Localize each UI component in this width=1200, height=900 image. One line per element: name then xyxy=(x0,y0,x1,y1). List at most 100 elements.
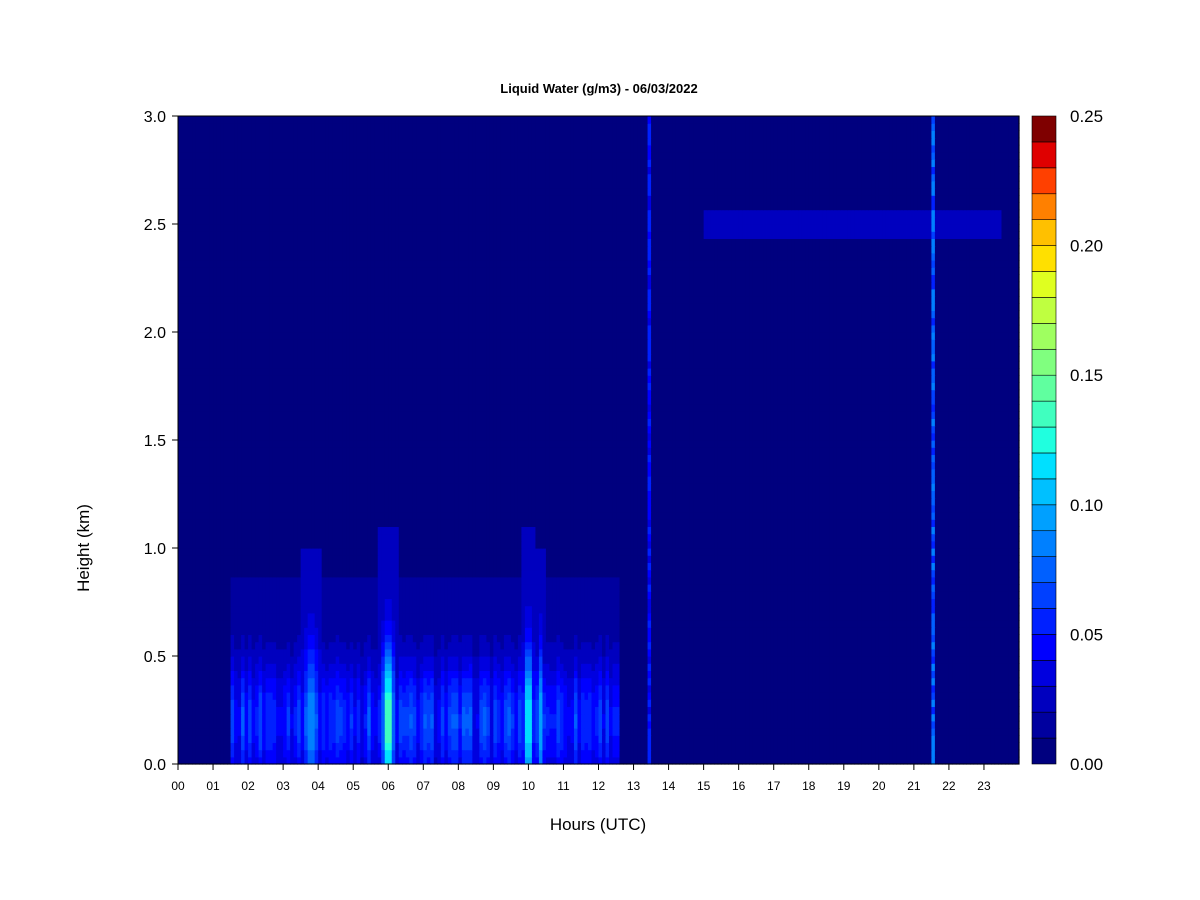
heatmap-cell xyxy=(651,627,655,635)
heatmap-cell xyxy=(826,649,830,657)
heatmap-cell xyxy=(350,663,354,671)
heatmap-cell xyxy=(819,678,823,686)
heatmap-cell xyxy=(686,642,690,650)
heatmap-cell xyxy=(753,728,757,736)
heatmap-cell xyxy=(882,699,886,707)
heatmap-cell xyxy=(185,699,189,707)
heatmap-cell xyxy=(896,735,900,743)
heatmap-cell xyxy=(655,721,659,729)
heatmap-cell xyxy=(514,670,518,678)
heatmap-cell xyxy=(378,742,382,750)
heatmap-cell xyxy=(595,742,599,750)
heatmap-cell xyxy=(704,685,708,693)
heatmap-cell xyxy=(539,656,543,664)
heatmap-cell xyxy=(763,634,767,642)
heatmap-cell xyxy=(392,656,396,664)
heatmap-cell xyxy=(336,678,340,686)
heatmap-cell xyxy=(413,706,417,714)
heatmap-cell xyxy=(616,620,620,628)
heatmap-cell xyxy=(809,735,813,743)
heatmap-cell xyxy=(276,728,280,736)
heatmap-cell xyxy=(882,678,886,686)
heatmap-cell xyxy=(553,685,557,693)
heatmap-cell xyxy=(970,627,974,635)
heatmap-cell xyxy=(416,663,420,671)
heatmap-cell xyxy=(700,685,704,693)
heatmap-cell xyxy=(350,721,354,729)
heatmap-cell xyxy=(826,706,830,714)
heatmap-cell xyxy=(553,735,557,743)
heatmap-cell xyxy=(949,656,953,664)
heatmap-cell xyxy=(756,670,760,678)
heatmap-cell xyxy=(255,692,259,700)
heatmap-cell xyxy=(514,721,518,729)
heatmap-cell xyxy=(637,742,641,750)
heatmap-cell xyxy=(252,721,256,729)
heatmap-cell xyxy=(725,750,729,758)
heatmap-cell xyxy=(539,620,543,628)
heatmap-cell xyxy=(535,634,539,642)
heatmap-cell xyxy=(777,706,781,714)
heatmap-cell xyxy=(795,721,799,729)
heatmap-cell xyxy=(669,706,673,714)
heatmap-cell xyxy=(413,634,417,642)
heatmap-cell xyxy=(556,663,560,671)
heatmap-cell xyxy=(851,685,855,693)
heatmap-cell xyxy=(760,742,764,750)
heatmap-cell xyxy=(784,678,788,686)
heatmap-cell xyxy=(185,692,189,700)
heatmap-cell xyxy=(872,634,876,642)
heatmap-cell xyxy=(858,656,862,664)
heatmap-cell xyxy=(984,663,988,671)
heatmap-cell xyxy=(826,714,830,722)
heatmap-cell xyxy=(535,678,539,686)
heatmap-cell xyxy=(753,670,757,678)
heatmap-cell xyxy=(574,613,578,621)
heatmap-cell xyxy=(427,620,431,628)
heatmap-cell xyxy=(735,685,739,693)
heatmap-cell xyxy=(641,649,645,657)
heatmap-cell xyxy=(959,728,963,736)
heatmap-cell xyxy=(409,735,413,743)
heatmap-cell xyxy=(248,627,252,635)
heatmap-cell xyxy=(511,728,515,736)
heatmap-cell xyxy=(900,685,904,693)
heatmap-cell xyxy=(882,750,886,758)
heatmap-cell xyxy=(199,649,203,657)
heatmap-cell xyxy=(413,627,417,635)
heatmap-cell xyxy=(420,692,424,700)
heatmap-cell xyxy=(500,742,504,750)
heatmap-cell xyxy=(322,721,326,729)
heatmap-cell xyxy=(528,714,532,722)
heatmap-cell xyxy=(634,714,638,722)
heatmap-cell xyxy=(816,649,820,657)
heatmap-cell xyxy=(553,656,557,664)
heatmap-cell xyxy=(851,714,855,722)
heatmap-cell xyxy=(374,685,378,693)
heatmap-cell xyxy=(392,692,396,700)
heatmap-cell xyxy=(823,699,827,707)
heatmap-cell xyxy=(704,627,708,635)
heatmap-cell xyxy=(343,685,347,693)
heatmap-cell xyxy=(196,634,200,642)
heatmap-cell xyxy=(914,728,918,736)
heatmap-cell xyxy=(584,685,588,693)
heatmap-cell xyxy=(623,685,627,693)
heatmap-cell xyxy=(511,670,515,678)
heatmap-cell xyxy=(686,663,690,671)
heatmap-cell xyxy=(1008,627,1012,635)
heatmap-cell xyxy=(949,750,953,758)
heatmap-cell xyxy=(220,706,224,714)
heatmap-cell xyxy=(921,721,925,729)
heatmap-cell xyxy=(781,742,785,750)
heatmap-cell xyxy=(406,634,410,642)
heatmap-cell xyxy=(812,656,816,664)
heatmap-cell xyxy=(679,706,683,714)
heatmap-cell xyxy=(301,627,305,635)
heatmap-cell xyxy=(809,678,813,686)
heatmap-cell xyxy=(584,613,588,621)
heatmap-cell xyxy=(938,678,942,686)
heatmap-cell xyxy=(252,706,256,714)
heatmap-cell xyxy=(987,685,991,693)
heatmap-cell xyxy=(329,649,333,657)
